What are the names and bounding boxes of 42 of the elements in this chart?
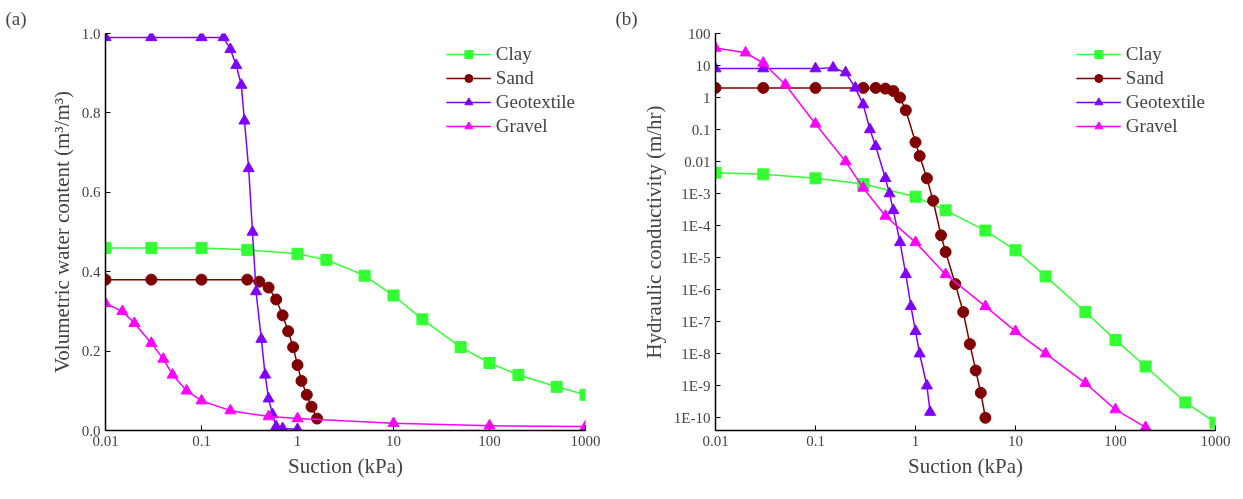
y-tick-label: 0.01 bbox=[684, 153, 711, 170]
y-tick-label: 0.2 bbox=[81, 343, 101, 360]
text: (b) bbox=[615, 7, 638, 30]
y-axis-title: Hydraulic conductivity (m/hr) bbox=[641, 105, 666, 359]
y-tick-label: 1E-9 bbox=[681, 377, 711, 394]
y-tick-label: 1E-7 bbox=[681, 313, 711, 330]
legend-label: Clay bbox=[495, 43, 532, 65]
legend-label: Sand bbox=[1125, 67, 1164, 89]
y-tick-label: 1 bbox=[703, 89, 711, 106]
x-tick-label: 1 bbox=[293, 432, 302, 449]
legend-label: Sand bbox=[495, 67, 534, 89]
y-tick-label: 1E-6 bbox=[681, 281, 711, 298]
y-axis-title: Volumetric water content (m³/m³) bbox=[49, 90, 74, 374]
x-tick-label: 1 bbox=[911, 432, 920, 449]
y-tick-label: 100 bbox=[688, 25, 711, 42]
y-tick-label: 1E-5 bbox=[681, 249, 711, 266]
y-tick-label: 0.6 bbox=[81, 184, 101, 201]
y-tick-label: 0.1 bbox=[691, 121, 711, 138]
x-tick-label: 100 bbox=[1104, 432, 1127, 449]
text: (a) bbox=[5, 7, 27, 30]
y-tick-label: 1E-8 bbox=[681, 345, 711, 362]
legend-label: Geotextile bbox=[1125, 91, 1205, 113]
x-tick-label: 0.1 bbox=[806, 432, 825, 449]
x-tick-label: 10 bbox=[1008, 432, 1023, 449]
legend-label: Geotextile bbox=[495, 91, 575, 113]
x-tick-label: 0.1 bbox=[192, 432, 211, 449]
legend-label: Gravel bbox=[495, 115, 548, 137]
x-axis-title: Suction (kPa) bbox=[908, 453, 1023, 478]
y-tick-label: 0.4 bbox=[81, 263, 101, 280]
legend-label: Gravel bbox=[1125, 115, 1178, 137]
legend-label: Clay bbox=[1125, 43, 1162, 65]
y-tick-label: 0.8 bbox=[81, 104, 101, 121]
y-tick-label: 1E-3 bbox=[681, 185, 711, 202]
x-tick-label: 100 bbox=[478, 432, 501, 449]
x-tick-label: 10 bbox=[386, 432, 401, 449]
y-tick-label: 1E-4 bbox=[681, 217, 711, 234]
x-axis-title: Suction (kPa) bbox=[288, 453, 403, 478]
y-tick-label: 1.0 bbox=[81, 25, 101, 42]
y-tick-label: 1E-10 bbox=[673, 409, 711, 426]
x-tick-label: 1000 bbox=[1200, 432, 1231, 449]
x-tick-label: 1000 bbox=[570, 432, 601, 449]
y-tick-label: 10 bbox=[695, 57, 711, 74]
